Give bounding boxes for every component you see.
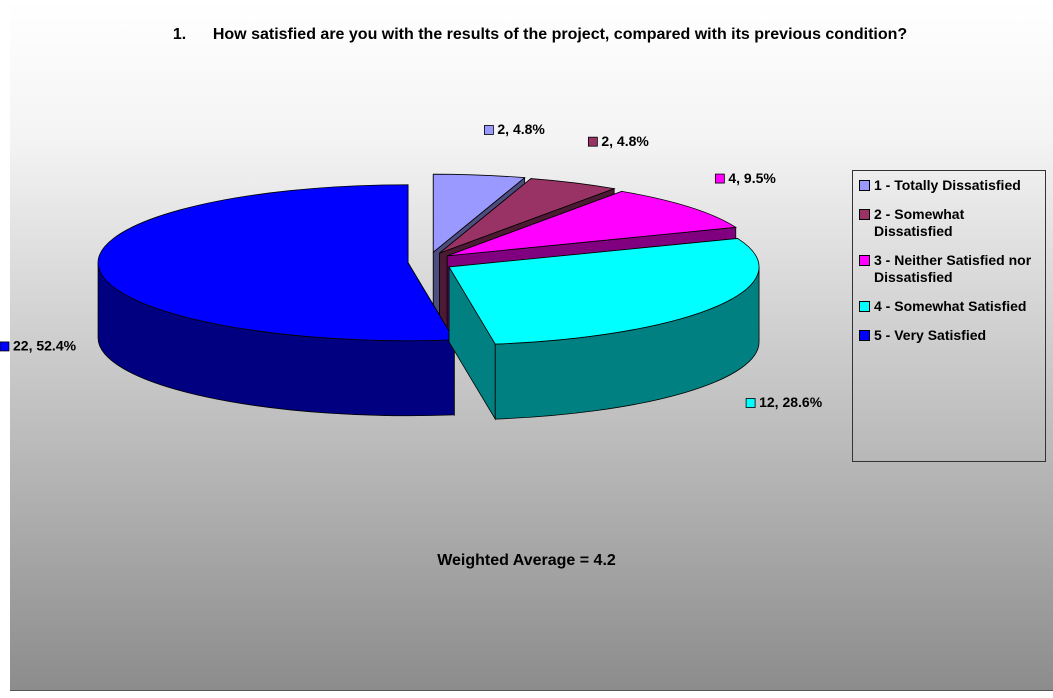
label-key — [745, 398, 756, 408]
label-key — [0, 341, 10, 352]
slice-top — [448, 238, 760, 345]
legend-label: 2 - Somewhat Dissatisfied — [874, 206, 965, 239]
slice-top — [439, 178, 616, 254]
legend-label: 4 - Somewhat Satisfied — [874, 298, 1027, 314]
legend-entry: 4 - Somewhat Satisfied — [859, 298, 1041, 315]
legend-swatch — [859, 255, 870, 266]
label-key — [587, 136, 598, 147]
chart-title: 1. How satisfied are you with the result… — [172, 26, 908, 43]
label-key — [484, 125, 494, 135]
legend-swatch — [859, 180, 870, 191]
data-label: 2, 4.8% — [601, 133, 649, 149]
label-key — [714, 173, 725, 184]
legend-entry: 1 - Totally Dissatisfied — [859, 177, 1041, 194]
legend-entry: 2 - Somewhat Dissatisfied — [859, 206, 1041, 240]
legend-entry: 5 - Very Satisfied — [859, 327, 1041, 344]
data-label: 4, 9.5% — [728, 170, 776, 186]
legend-swatch — [859, 330, 870, 341]
legend-swatch — [859, 209, 870, 220]
data-label: 22, 52.4% — [13, 338, 77, 354]
data-label: 12, 28.6% — [759, 394, 823, 410]
legend-label: 5 - Very Satisfied — [874, 327, 987, 343]
slice-top — [447, 190, 737, 257]
slice-top — [97, 184, 455, 342]
legend: 1 - Totally Dissatisfied 2 - Somewhat Dis… — [852, 170, 1046, 462]
legend-label: 3 - Neither Satisfied nor Dissatisfied — [874, 252, 1032, 285]
legend-swatch — [859, 301, 870, 312]
data-label: 2, 4.8% — [497, 121, 545, 137]
slice-top — [432, 173, 526, 254]
legend-entry: 3 - Neither Satisfied nor Dissatisfied — [859, 252, 1041, 286]
legend-label: 1 - Totally Dissatisfied — [874, 177, 1021, 193]
pie-slice — [97, 184, 455, 417]
pie-slice — [448, 238, 760, 421]
annotation: Weighted Average = 4.2 — [437, 552, 616, 569]
